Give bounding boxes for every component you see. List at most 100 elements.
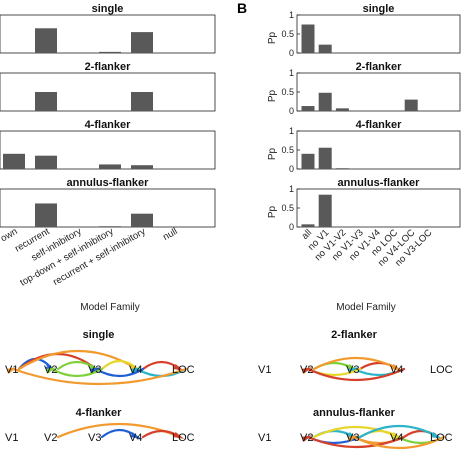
bar-no-v4-loc: [404, 99, 418, 111]
bar-no-v1: [318, 194, 332, 227]
network-title: 2-flanker: [331, 329, 378, 341]
connection-arrow: [50, 367, 104, 378]
bar-top-down-self-inhibitory: [99, 164, 121, 169]
x-tick-label: null: [161, 226, 179, 243]
bar-panel-b-3: annulus-flanker 0 0.5 1 Pp: [267, 177, 461, 232]
connection-arrow: [306, 367, 406, 382]
y-axis-label: Pp: [267, 205, 278, 218]
panel-title: annulus-flanker: [67, 177, 150, 189]
connection-arrow: [11, 367, 188, 386]
node-v2: V2: [300, 364, 313, 376]
y-tick-label: 1: [289, 126, 294, 136]
panel-title: 2-flanker: [85, 61, 132, 73]
panel-title: 4-flanker: [356, 119, 403, 131]
bar-top-down-self-inhibitory: [99, 226, 121, 228]
panel-b-charts: single 0 0.5 1 Pp 2-flanker 0 0.5 1 Pp 4-flanker 0 0…: [267, 3, 461, 269]
network-2-flanker: 2-flanker V1 V2 V3 V4 LOC: [258, 329, 453, 382]
bar-panel-b-1: 2-flanker 0 0.5 1 Pp: [267, 61, 461, 116]
bar-recurrent: [35, 92, 57, 111]
bar-recurrent: [35, 155, 57, 169]
bar-panel-b-2: 4-flanker 0 0.5 1 Pp: [267, 119, 461, 174]
panel-b-letter: B: [237, 0, 247, 16]
panel-title: annulus-flanker: [338, 177, 421, 189]
arrowhead: [45, 367, 56, 374]
connection-arrow: [312, 425, 400, 439]
node-loc: LOC: [172, 432, 195, 444]
network-title: single: [83, 329, 115, 341]
y-tick-label: 0.5: [281, 29, 294, 39]
bar-panel-b-0: single 0 0.5 1 Pp: [267, 3, 461, 58]
network-title: annulus-flanker: [313, 407, 396, 419]
bar-all: [301, 224, 315, 227]
connection-arrow: [358, 424, 440, 439]
axes-frame: [0, 72, 216, 112]
bar-recurrent-self-inhibitory: [131, 213, 153, 227]
y-axis-label: Pp: [267, 31, 278, 44]
bar-recurrent: [35, 203, 57, 227]
bar-panel-a-0: single: [0, 3, 216, 54]
bar-no-v1: [318, 44, 332, 53]
connection-arrow: [352, 435, 446, 450]
node-v4: V4: [390, 432, 403, 444]
connection-arrow: [306, 435, 406, 449]
y-tick-label: 1: [289, 184, 294, 194]
arrowhead: [347, 435, 358, 442]
y-axis-label: Pp: [267, 89, 278, 102]
y-tick-label: 1: [289, 10, 294, 20]
panel-title: 4-flanker: [85, 119, 132, 131]
node-v4: V4: [129, 432, 142, 444]
bar-no-v1-v2: [335, 168, 349, 170]
arrowhead: [89, 367, 100, 374]
y-tick-label: 0: [289, 48, 294, 58]
bar-recurrent: [35, 28, 57, 53]
arrowhead: [130, 367, 141, 374]
node-loc: LOC: [172, 364, 195, 376]
node-v3: V3: [346, 432, 359, 444]
node-v2: V2: [44, 432, 57, 444]
panel-a-charts: single 2-flanker 4-flanker annulus-flanker o…: [0, 3, 216, 289]
axes-frame: [0, 14, 216, 54]
arrowhead: [301, 435, 312, 442]
node-v4: V4: [390, 364, 403, 376]
y-axis-label: Pp: [267, 147, 278, 160]
node-v1: V1: [5, 364, 18, 376]
y-tick-label: 1: [289, 68, 294, 78]
arrowhead: [173, 432, 184, 439]
network-title: 4-flanker: [76, 407, 123, 419]
network-single: single V1 V2 V3 V4 LOC: [5, 329, 195, 386]
bar-no-v1: [318, 147, 332, 169]
node-v3: V3: [88, 364, 101, 376]
node-v1: V1: [258, 364, 271, 376]
bar-no-v1-v2: [335, 108, 349, 111]
network-4-flanker: 4-flanker V1 V2 V3 V4 LOC: [5, 407, 195, 444]
y-tick-label: 0.5: [281, 145, 294, 155]
arrowhead: [301, 367, 312, 374]
arrowhead: [391, 432, 402, 439]
axes-frame: [0, 188, 216, 228]
arrowhead: [130, 432, 141, 439]
panel-title: 2-flanker: [356, 61, 403, 73]
node-v2: V2: [300, 432, 313, 444]
panel-a-xlabel: Model Family: [80, 302, 139, 313]
panel-b-xlabel: Model Family: [336, 302, 395, 313]
node-v4: V4: [129, 364, 142, 376]
x-tick-label: own: [0, 226, 20, 244]
arrowhead: [431, 432, 442, 439]
bar-top-down-self-inhibitory: [99, 51, 121, 53]
node-loc: LOC: [430, 432, 453, 444]
bar-panel-a-1: 2-flanker: [0, 61, 216, 112]
network-annulus-flanker: annulus-flanker V1 V2 V3 V4 LOC: [258, 407, 453, 450]
arrowhead: [391, 364, 402, 371]
bar-all: [301, 106, 315, 111]
bar-all: [301, 153, 315, 169]
bar-panel-a-2: 4-flanker: [0, 119, 216, 170]
axes-frame: [0, 130, 216, 170]
node-loc: LOC: [430, 364, 453, 376]
bar-no-v1: [318, 92, 332, 111]
node-v3: V3: [346, 364, 359, 376]
y-tick-label: 0: [289, 164, 294, 174]
node-v2: V2: [44, 364, 57, 376]
bar-all: [301, 24, 315, 53]
y-tick-label: 0: [289, 106, 294, 116]
